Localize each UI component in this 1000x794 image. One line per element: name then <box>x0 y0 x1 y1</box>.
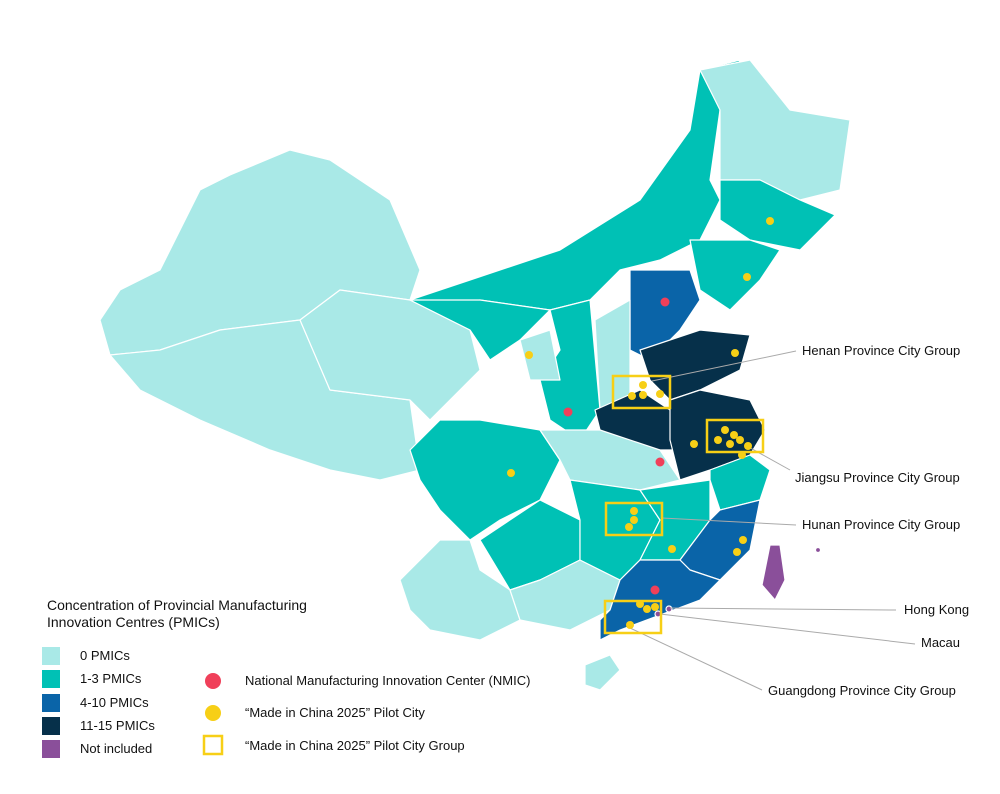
annotation: Henan Province City Group <box>802 343 961 358</box>
province <box>699 59 851 201</box>
annotation: Macau <box>921 635 961 650</box>
legend-label: 4-10 PMICs <box>80 695 149 710</box>
legend-swatch <box>42 717 60 735</box>
legend-label: National Manufacturing Innovation Center… <box>245 673 531 688</box>
province <box>299 289 481 421</box>
pilot-city-markers <box>507 217 774 629</box>
legend-symbol <box>202 734 224 756</box>
annotation: Jiangsu Province City Group <box>795 470 960 485</box>
legend-label: 11-15 PMICs <box>80 718 155 733</box>
legend-symbol <box>205 705 221 721</box>
annotation: Hunan Province City Group <box>802 517 961 532</box>
legend-label: “Made in China 2025” Pilot City Group <box>245 738 465 753</box>
city-group-box <box>604 501 664 537</box>
province <box>719 179 836 251</box>
legend-label: 1-3 PMICs <box>80 671 142 686</box>
annotation: Guangdong Province City Group <box>768 683 956 698</box>
leader-lines <box>629 350 916 691</box>
annotation: Hong Kong <box>904 602 970 617</box>
legend-swatch <box>42 694 60 712</box>
province <box>814 546 822 554</box>
legend-title: Concentration of Provincial Manufacturin… <box>47 597 307 630</box>
legend-label: Not included <box>80 741 153 756</box>
province <box>689 239 781 311</box>
legend-swatch <box>42 647 60 665</box>
legend-swatch <box>42 740 60 758</box>
legend-label: 0 PMICs <box>80 648 130 663</box>
nmic-markers <box>563 297 670 595</box>
province <box>539 429 681 491</box>
city-group-box <box>603 599 663 635</box>
city-group-box <box>611 374 672 410</box>
province <box>519 329 561 381</box>
province <box>639 329 751 401</box>
city-group-box <box>705 418 765 454</box>
province <box>761 544 786 601</box>
legend-swatch <box>42 670 60 688</box>
province <box>584 654 621 691</box>
legend-symbol <box>205 673 221 689</box>
legend-label: “Made in China 2025” Pilot City <box>245 705 425 720</box>
province <box>665 605 673 613</box>
